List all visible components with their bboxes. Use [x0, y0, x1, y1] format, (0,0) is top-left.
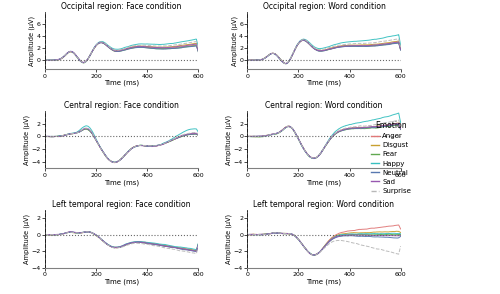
X-axis label: Time (ms): Time (ms): [104, 278, 139, 285]
Title: Left temporal region: Face condition: Left temporal region: Face condition: [52, 200, 191, 209]
Y-axis label: Amplitude (μV): Amplitude (μV): [29, 16, 35, 66]
Title: Left temporal region: Word condition: Left temporal region: Word condition: [254, 200, 394, 209]
X-axis label: Time (ms): Time (ms): [306, 179, 342, 186]
Title: Central region: Face condition: Central region: Face condition: [64, 101, 179, 110]
X-axis label: Time (ms): Time (ms): [104, 80, 139, 86]
Title: Occipital region: Word condition: Occipital region: Word condition: [262, 2, 386, 11]
X-axis label: Time (ms): Time (ms): [306, 278, 342, 285]
Legend: Anger, Disgust, Fear, Happy, Neutral, Sad, Surprise: Anger, Disgust, Fear, Happy, Neutral, Sa…: [371, 121, 411, 194]
Y-axis label: Amplitude (μV): Amplitude (μV): [24, 115, 30, 165]
X-axis label: Time (ms): Time (ms): [104, 179, 139, 186]
Title: Central region: Word condition: Central region: Word condition: [266, 101, 382, 110]
Y-axis label: Amplitude (μV): Amplitude (μV): [226, 115, 232, 165]
Title: Occipital region: Face condition: Occipital region: Face condition: [62, 2, 182, 11]
Y-axis label: Amplitude (μV): Amplitude (μV): [231, 16, 237, 66]
Y-axis label: Amplitude (μV): Amplitude (μV): [24, 214, 30, 264]
Y-axis label: Amplitude (μV): Amplitude (μV): [226, 214, 232, 264]
X-axis label: Time (ms): Time (ms): [306, 80, 342, 86]
